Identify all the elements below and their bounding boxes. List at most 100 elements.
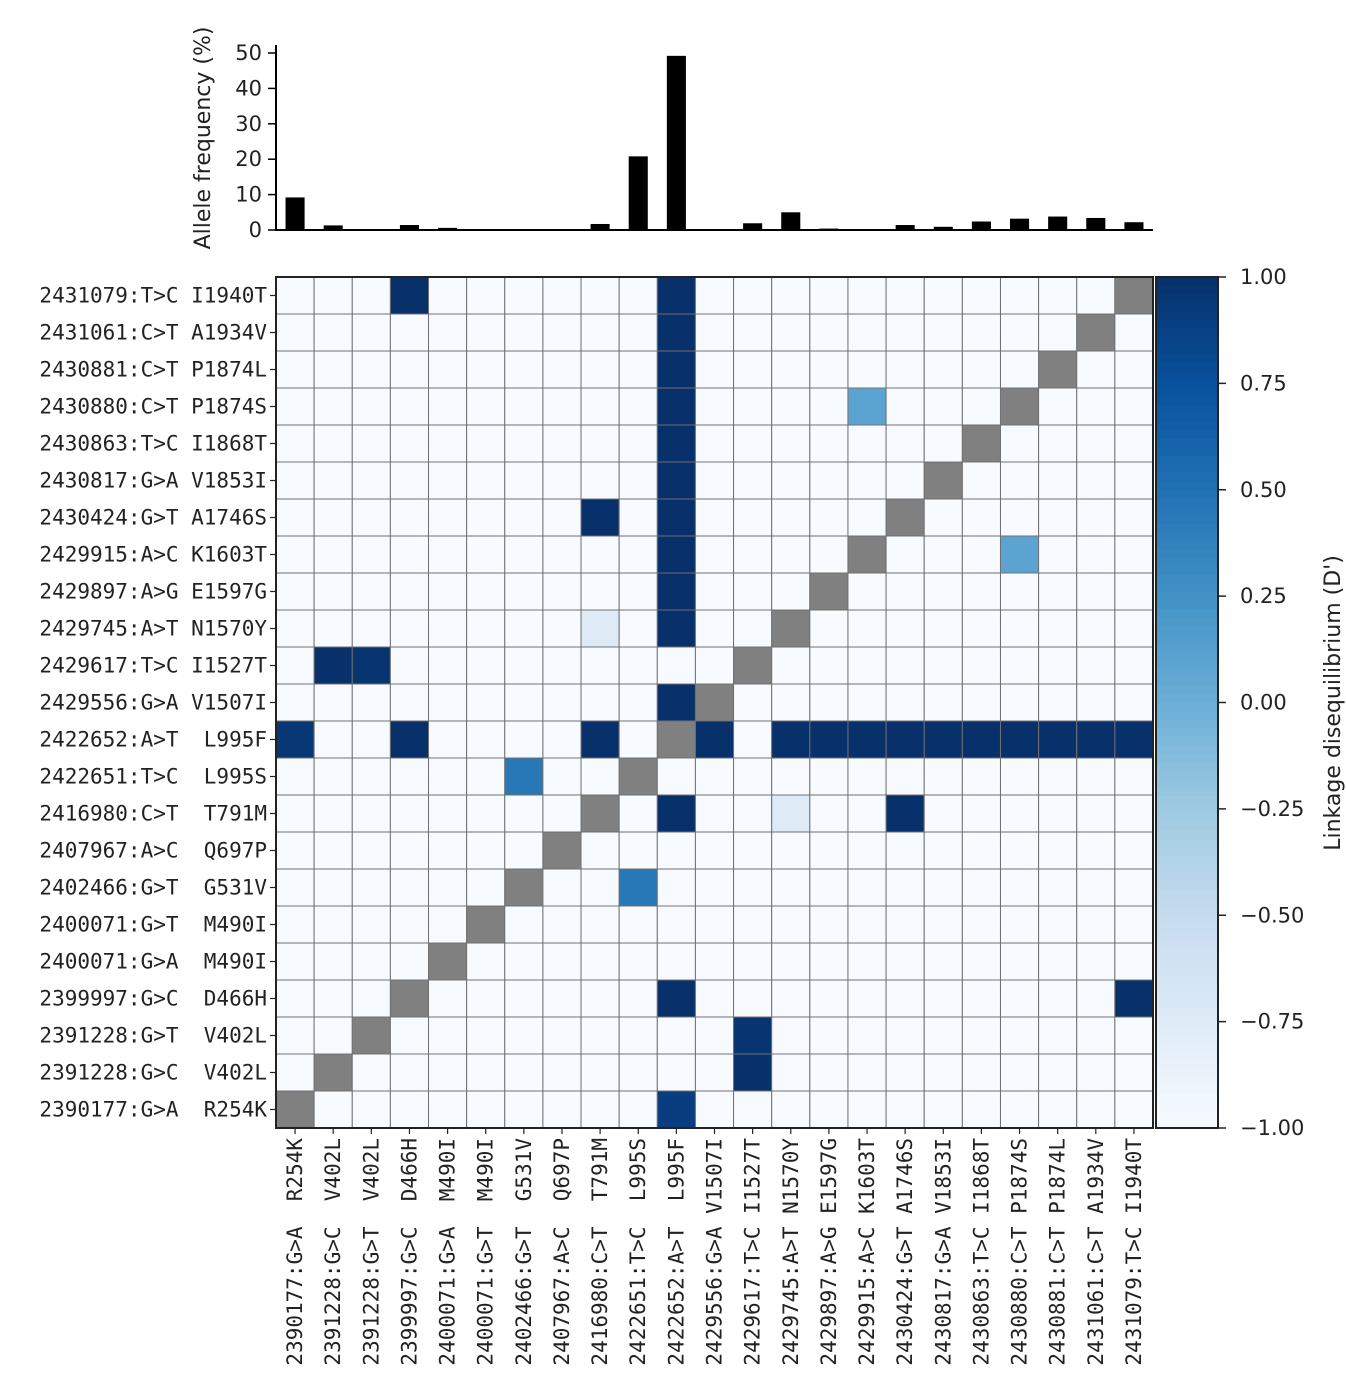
heatmap-cell <box>1114 868 1154 907</box>
heatmap-cell <box>389 905 430 944</box>
colorbar-gradient-strip <box>1156 1051 1218 1061</box>
heatmap-cell <box>809 276 849 315</box>
heatmap-cell <box>1038 868 1078 907</box>
heatmap-cell <box>885 276 925 315</box>
heatmap-cell <box>504 794 544 833</box>
heatmap-cell <box>466 646 506 685</box>
colorbar-gradient-strip <box>1156 379 1218 389</box>
bar-y-tick-label: 0 <box>249 218 262 242</box>
heatmap-cell <box>275 424 315 463</box>
colorbar-gradient-strip <box>1156 583 1218 593</box>
heatmap-x-tick-label: 2400071:G>T M490I <box>474 1138 498 1366</box>
heatmap-cell <box>733 905 773 944</box>
heatmap-cell <box>999 313 1040 352</box>
heatmap-diagonal-cell <box>1076 313 1116 352</box>
heatmap-cell <box>999 276 1040 315</box>
colorbar-gradient-strip <box>1156 1008 1218 1019</box>
heatmap-cell <box>656 905 696 944</box>
colorbar-gradient-strip <box>1156 600 1218 610</box>
heatmap-cell <box>351 461 391 500</box>
heatmap-cell <box>428 831 468 870</box>
heatmap-cell <box>809 535 849 574</box>
colorbar-gradient-strip <box>1156 1068 1218 1078</box>
heatmap-cell <box>542 535 582 574</box>
heatmap-cell <box>389 424 430 463</box>
heatmap-diagonal-cell <box>351 1016 391 1055</box>
colorbar-gradient-strip <box>1156 728 1218 738</box>
colorbar-panel: 1.00 0.75 0.50 0.25 0.00 −0.25 −0.50 −0.75 −1.00… <box>1155 265 1346 1140</box>
heatmap-y-tick-label: 2430863:T>C I1868T <box>39 432 267 456</box>
colorbar-gradient-strip <box>1156 1119 1218 1129</box>
heatmap-cell <box>466 461 506 500</box>
heatmap-cell <box>694 1053 735 1092</box>
heatmap-cell <box>694 831 735 870</box>
heatmap-cell <box>504 831 544 870</box>
heatmap-diagonal-cell <box>694 683 735 722</box>
heatmap-cell <box>809 1090 849 1129</box>
heatmap-cell <box>351 498 391 537</box>
heatmap-cell <box>1076 683 1116 722</box>
heatmap-x-tick-label: 2422652:A>T L995F <box>664 1138 688 1366</box>
allele-frequency-bar <box>323 225 343 230</box>
heatmap-cell <box>504 535 544 574</box>
heatmap-cell <box>733 350 773 389</box>
heatmap-cell <box>504 905 544 944</box>
heatmap-cell <box>923 942 963 981</box>
bar-y-tick-label: 30 <box>235 112 262 136</box>
colorbar-tick-label: 0.25 <box>1240 584 1287 608</box>
heatmap-cell <box>275 461 315 500</box>
heatmap-cell <box>885 794 925 833</box>
heatmap-cell <box>961 572 1001 611</box>
heatmap-x-tick-label: 2407967:A>C Q697P <box>550 1138 574 1366</box>
heatmap-cell <box>1038 1090 1078 1129</box>
heatmap-cell <box>885 979 925 1018</box>
heatmap-y-tick-label: 2430424:G>T A1746S <box>39 506 267 530</box>
heatmap-cell <box>275 535 315 574</box>
heatmap-cell <box>771 868 811 907</box>
heatmap-x-tick-label: 2391228:G>C V402L <box>321 1138 345 1366</box>
heatmap-cell <box>656 1090 696 1129</box>
heatmap-diagonal-cell <box>809 572 849 611</box>
heatmap-cell <box>885 868 925 907</box>
heatmap-cell <box>466 757 506 796</box>
heatmap-cell <box>428 461 468 500</box>
heatmap-cell <box>694 424 735 463</box>
colorbar-gradient-strip <box>1156 651 1218 661</box>
heatmap-y-tick-label: 2430817:G>A V1853I <box>39 469 267 493</box>
heatmap-y-tick-label: 2429617:T>C I1527T <box>39 654 267 678</box>
heatmap-cell <box>428 720 468 759</box>
heatmap-x-tick-label: 2430863:T>C I1868T <box>969 1138 993 1366</box>
colorbar-gradient-strip <box>1156 787 1218 797</box>
heatmap-cell <box>961 461 1001 500</box>
heatmap-cell <box>504 498 544 537</box>
colorbar-tick-label: 0.50 <box>1240 478 1287 502</box>
heatmap-cell <box>313 1016 353 1055</box>
colorbar-gradient-strip <box>1156 889 1218 900</box>
heatmap-cell <box>428 1053 468 1092</box>
heatmap-cell <box>428 1016 468 1055</box>
colorbar-tick-label: −1.00 <box>1240 1116 1304 1140</box>
heatmap-cell <box>961 276 1001 315</box>
heatmap-cell <box>999 1053 1040 1092</box>
heatmap-cell <box>504 1016 544 1055</box>
heatmap-cell <box>923 905 963 944</box>
heatmap-cell <box>580 868 620 907</box>
colorbar-tick-label: −0.25 <box>1240 797 1304 821</box>
heatmap-cell <box>771 979 811 1018</box>
heatmap-cell <box>656 1016 696 1055</box>
heatmap-x-tick-label: 2430880:C>T P1874S <box>1008 1138 1032 1366</box>
linkage-heatmap-panel: 2390177:G>A R254K 2391228:G>C V402L 239122… <box>39 276 1154 1366</box>
heatmap-cell <box>847 276 887 315</box>
colorbar-gradient-strip <box>1156 923 1218 934</box>
heatmap-cell <box>542 868 582 907</box>
heatmap-cell <box>923 794 963 833</box>
allele-frequency-bar <box>1086 217 1106 230</box>
heatmap-cell <box>999 646 1040 685</box>
allele-frequency-bar <box>971 221 991 230</box>
heatmap-cell <box>847 1053 887 1092</box>
heatmap-x-tick-label: 2429745:A>T N1570Y <box>779 1138 803 1366</box>
heatmap-y-tick-label: 2402466:G>T G531V <box>39 876 267 900</box>
heatmap-cell <box>961 794 1001 833</box>
heatmap-cell <box>961 905 1001 944</box>
allele-frequency-bar <box>438 227 458 230</box>
